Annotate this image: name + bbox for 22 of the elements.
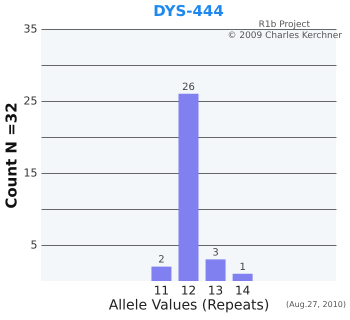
y-axis-title: Count N =32	[2, 102, 21, 209]
chart-title: DYS-444	[153, 2, 224, 20]
x-tick-label: 13	[208, 284, 224, 298]
y-tick-label: 15	[24, 166, 38, 180]
data-label: 1	[239, 262, 246, 273]
bar	[232, 274, 253, 281]
data-label: 3	[212, 247, 219, 258]
data-label: 26	[182, 82, 195, 93]
bar	[151, 266, 172, 281]
bar	[206, 259, 226, 281]
y-tick-label: 25	[24, 94, 38, 108]
text: (Aug.27, 2010)	[286, 300, 346, 309]
x-tick-label: 14	[234, 284, 250, 298]
annotation: © 2009 Charles Kerchner	[227, 31, 342, 41]
y-tick-label: 35	[24, 22, 38, 36]
x-axis-title: Allele Values (Repeats)	[108, 298, 270, 314]
annotation: R1b Project	[258, 20, 310, 30]
y-tick-label: 5	[30, 238, 38, 252]
data-label: 2	[158, 254, 165, 266]
bar	[178, 94, 198, 281]
x-tick-label: 12	[180, 284, 196, 298]
x-tick-label: 11	[154, 284, 170, 298]
